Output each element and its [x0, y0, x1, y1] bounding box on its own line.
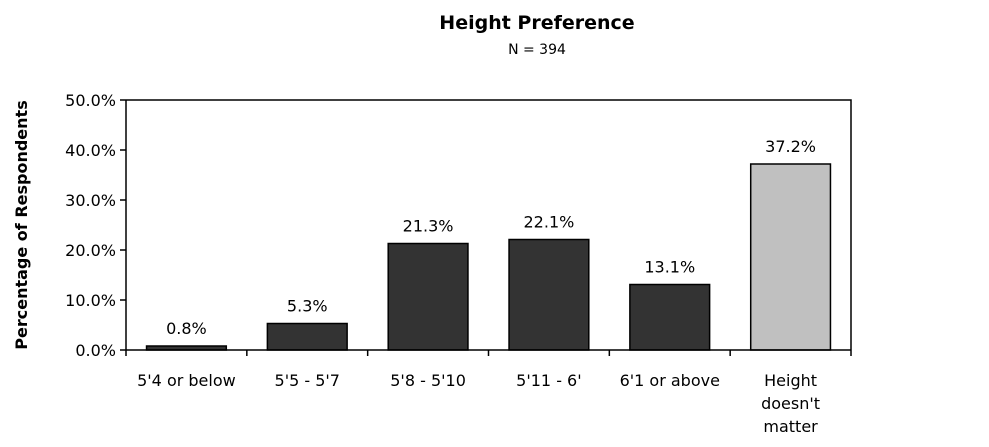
plot-area: 0.0% 10.0% 20.0% 30.0% 40.0% 50.0% 0.8% 5.3% 21.…: [65, 91, 852, 436]
data-label: 5.3%: [287, 297, 328, 316]
plot-border: [126, 99, 852, 350]
category-label-line: doesn't: [761, 394, 820, 413]
category-label: Height doesn't matter: [761, 371, 820, 436]
category-label: 5'5 - 5'7: [275, 371, 340, 390]
data-label: 21.3%: [403, 217, 454, 236]
bar: [629, 283, 711, 351]
category-label: 5'4 or below: [137, 371, 236, 390]
bar: [387, 242, 469, 351]
category-label-line: matter: [763, 417, 818, 436]
y-tick-label: 20.0%: [65, 241, 116, 260]
category-label: 5'11 - 6': [516, 371, 581, 390]
y-axis-label: Percentage of Respondents: [12, 100, 31, 349]
chart-subtitle: N = 394: [508, 42, 566, 58]
category-label-line: 5'8 - 5'10: [390, 371, 466, 390]
bar: [749, 163, 832, 351]
y-tick-label: 30.0%: [65, 191, 116, 210]
category-label-line: 5'4 or below: [137, 371, 236, 390]
data-label: 0.8%: [166, 319, 207, 338]
category-label-line: 6'1 or above: [620, 371, 720, 390]
y-tick-label: 40.0%: [65, 141, 116, 160]
bar: [508, 238, 590, 351]
data-label: 13.1%: [644, 258, 695, 277]
category-label: 6'1 or above: [620, 371, 720, 390]
category-label-line: 5'5 - 5'7: [275, 371, 340, 390]
data-label: 37.2%: [765, 137, 816, 156]
y-tick-label: 0.0%: [75, 341, 116, 360]
category-label-line: 5'11 - 6': [516, 371, 581, 390]
category-label-line: Height: [764, 371, 817, 390]
data-label: 22.1%: [524, 213, 575, 232]
chart-title: Height Preference: [439, 12, 634, 34]
bar: [266, 322, 348, 351]
category-label: 5'8 - 5'10: [390, 371, 466, 390]
y-tick-label: 50.0%: [65, 91, 116, 110]
y-tick-label: 10.0%: [65, 291, 116, 310]
